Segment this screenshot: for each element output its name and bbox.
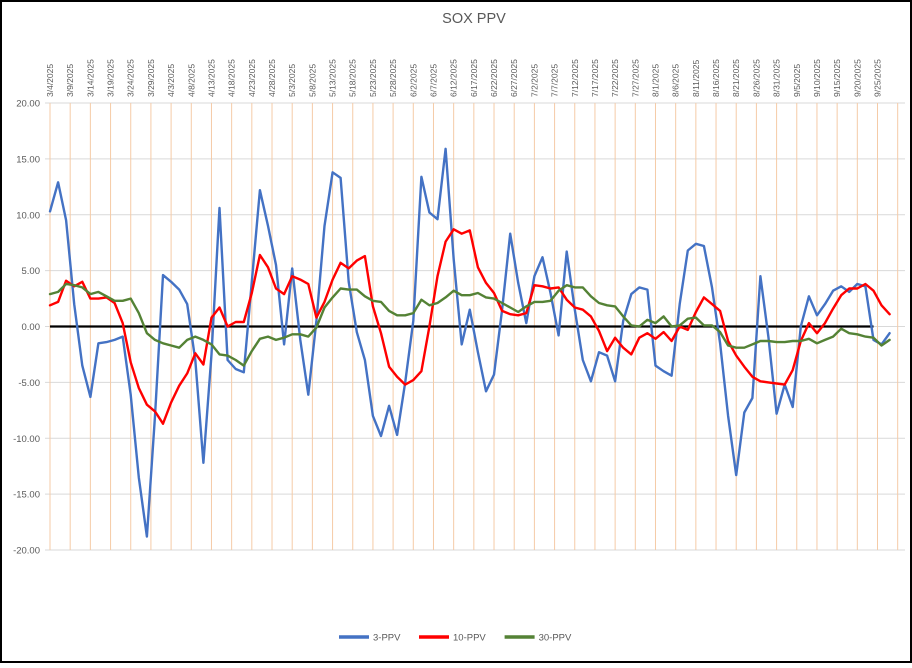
series-line-30-PPV xyxy=(48,282,891,367)
legend: 3-PPV 10-PPV 30-PPV xyxy=(339,633,572,644)
legend-label: 10-PPV xyxy=(453,633,486,644)
x-tick-label: 9/15/2025 xyxy=(832,59,842,97)
x-tick-label: 8/21/2025 xyxy=(731,59,741,97)
x-tick-label: 9/5/2025 xyxy=(792,64,802,97)
x-tick-label: 8/16/2025 xyxy=(711,59,721,97)
x-tick-label: 6/22/2025 xyxy=(489,59,499,97)
x-tick-label: 7/17/2025 xyxy=(590,59,600,97)
y-tick-label: 10.00 xyxy=(16,210,40,221)
legend-item-3-PPV: 3-PPV xyxy=(339,633,401,644)
x-tick-label: 6/27/2025 xyxy=(509,59,519,97)
x-tick-label: 7/7/2025 xyxy=(550,64,560,97)
x-axis-labels: 3/4/2025 3/9/2025 3/14/2025 3/19/2025 3/24/2… xyxy=(45,59,883,97)
x-tick-label: 4/13/2025 xyxy=(206,59,216,97)
x-tick-label: 3/24/2025 xyxy=(126,59,136,97)
x-tick-label: 9/20/2025 xyxy=(852,59,862,97)
x-tick-label: 6/2/2025 xyxy=(408,64,418,97)
series-line-10-PPV xyxy=(48,228,891,425)
x-tick-label: 9/25/2025 xyxy=(873,59,883,97)
legend-label: 30-PPV xyxy=(539,633,572,644)
x-tick-label: 5/23/2025 xyxy=(368,59,378,97)
x-tick-label: 3/29/2025 xyxy=(146,59,156,97)
x-tick-label: 3/4/2025 xyxy=(45,64,55,97)
y-axis-labels: 20.00 15.00 10.00 5.00 0.00 -5.00 -10.00 -15.00… xyxy=(13,99,40,557)
x-tick-label: 6/12/2025 xyxy=(449,59,459,97)
y-tick-label: -5.00 xyxy=(18,378,40,389)
x-tick-label: 8/6/2025 xyxy=(671,64,681,97)
x-tick-label: 8/11/2025 xyxy=(691,60,701,97)
x-tick-label: 9/10/2025 xyxy=(812,59,822,97)
y-tick-label: 20.00 xyxy=(16,99,40,110)
x-tick-label: 5/3/2025 xyxy=(287,64,297,97)
x-tick-label: 7/27/2025 xyxy=(630,59,640,97)
x-tick-label: 8/1/2025 xyxy=(650,64,660,97)
x-tick-label: 8/26/2025 xyxy=(751,59,761,97)
y-tick-label: 0.00 xyxy=(22,322,41,333)
x-tick-label: 3/9/2025 xyxy=(65,64,75,97)
x-tick-label: 7/2/2025 xyxy=(529,64,539,97)
x-tick-label: 5/8/2025 xyxy=(307,64,317,97)
x-tick-label: 3/19/2025 xyxy=(106,59,116,97)
x-tick-label: 4/23/2025 xyxy=(247,59,257,97)
x-tick-label: 4/3/2025 xyxy=(166,64,176,97)
y-tick-label: -15.00 xyxy=(13,490,40,501)
x-tick-label: 5/28/2025 xyxy=(388,59,398,97)
x-tick-label: 3/14/2025 xyxy=(85,59,95,97)
x-tick-label: 6/7/2025 xyxy=(428,64,438,97)
x-tick-label: 4/18/2025 xyxy=(227,59,237,97)
y-tick-label: 5.00 xyxy=(22,266,41,277)
x-tick-label: 6/17/2025 xyxy=(469,59,479,97)
y-tick-label: -20.00 xyxy=(13,546,40,557)
x-tick-label: 7/22/2025 xyxy=(610,59,620,97)
series-line-3-PPV xyxy=(48,147,891,538)
legend-label: 3-PPV xyxy=(373,633,401,644)
x-tick-label: 5/13/2025 xyxy=(328,59,338,97)
x-tick-label: 5/18/2025 xyxy=(348,59,358,97)
x-tick-label: 4/28/2025 xyxy=(267,59,277,97)
legend-item-30-PPV: 30-PPV xyxy=(504,633,572,644)
legend-item-10-PPV: 10-PPV xyxy=(419,633,486,644)
x-tick-label: 8/31/2025 xyxy=(772,59,782,97)
x-tick-label: 7/12/2025 xyxy=(570,59,580,97)
x-tick-label: 4/8/2025 xyxy=(186,64,196,97)
y-tick-label: -10.00 xyxy=(13,434,40,445)
chart-title: SOX PPV xyxy=(442,11,506,27)
y-tick-label: 15.00 xyxy=(16,154,40,165)
